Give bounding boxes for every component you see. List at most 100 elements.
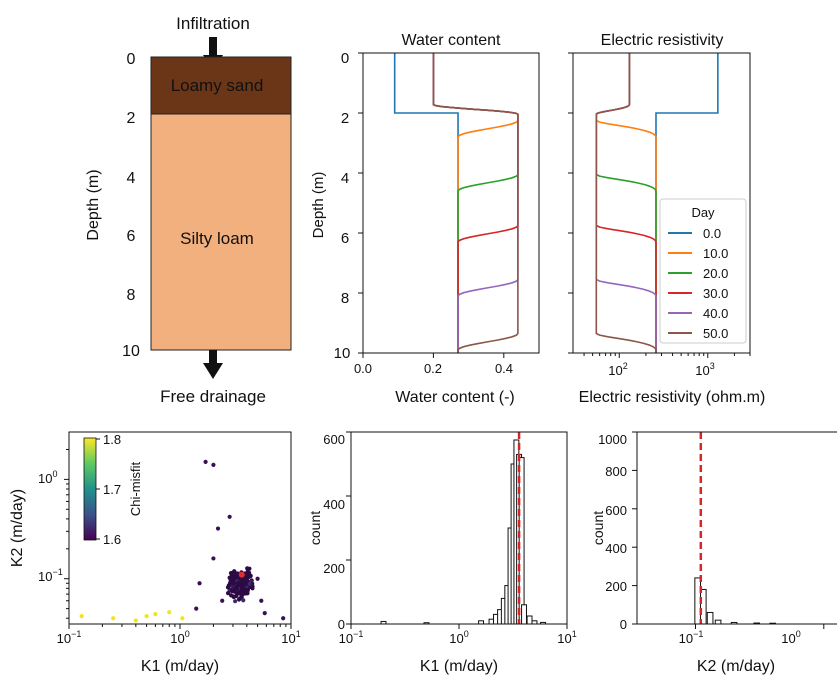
colorbar-tick-label: 1.7 (103, 482, 121, 497)
scatter-yaxis-label: K2 (m/day) (9, 489, 26, 567)
water-content-series-line (432, 53, 519, 353)
water-content-ytick-label: 6 (341, 230, 349, 247)
scatter-point-high-misfit (144, 614, 149, 619)
soil-ytick: 0 (127, 51, 136, 68)
k1-hist-ytick-label: 600 (323, 432, 345, 447)
scatter-point (211, 462, 216, 467)
scatter-point (203, 459, 208, 464)
scatter-xtick-label: 101 (281, 629, 300, 646)
scatter-points (79, 459, 286, 623)
scatter-point (245, 587, 251, 592)
water-content-panel: Water content Depth (m) 0.0 0.2 0.4 0 2 … (310, 32, 540, 406)
k2-hist-xtick-label: 100 (781, 629, 800, 646)
scatter-point (220, 598, 225, 603)
scatter-point (233, 599, 238, 604)
histogram-bar (521, 604, 527, 625)
legend-title: Day (691, 205, 715, 220)
colorbar-ticks (96, 438, 100, 540)
scatter-ytick-label: 100 (38, 469, 57, 486)
scatter-point-high-misfit (133, 618, 138, 623)
scatter-point (247, 566, 252, 571)
k2-hist-xaxis-label: K2 (m/day) (697, 658, 775, 675)
k2-histogram-axes-frame (636, 431, 837, 625)
k1-hist-ytick-label: 0 (338, 617, 345, 632)
water-content-series-line (432, 53, 519, 353)
k2-histogram-bars (694, 577, 777, 625)
legend-label: 0.0 (703, 226, 721, 241)
soil-column-panel: Infiltration Loamy sand Silty loam Free … (85, 14, 292, 406)
scatter-point-high-misfit (111, 616, 116, 621)
k2-histogram-ticks (632, 431, 825, 629)
resistivity-series-line (595, 53, 657, 353)
scatter-point (237, 589, 242, 595)
legend-label: 30.0 (703, 286, 728, 301)
k1-histogram-bars (380, 439, 546, 625)
k1-hist-xtick-label: 100 (449, 629, 468, 646)
water-content-xtick-label: 0.0 (354, 361, 372, 376)
water-content-title: Water content (401, 32, 501, 49)
soil-ytick: 10 (122, 343, 140, 360)
scatter-point-high-misfit (79, 614, 84, 619)
histogram-bar (699, 588, 707, 625)
soil-ytick: 8 (127, 287, 136, 304)
resistivity-series-line (595, 53, 657, 353)
histogram-bar (714, 619, 722, 625)
chi-misfit-colorbar (83, 437, 97, 541)
scatter-point (228, 576, 233, 582)
scatter-point (247, 581, 252, 587)
soil-ytick: 4 (127, 170, 136, 187)
resistivity-xtick-label: 102 (608, 361, 627, 378)
scatter-point (262, 611, 267, 616)
scatter-point (259, 598, 264, 603)
scatter-point-high-misfit (167, 610, 172, 615)
k1-hist-xtick-label: 10−1 (339, 629, 364, 646)
legend-label: 20.0 (703, 266, 728, 281)
water-content-xaxis-label: Water content (-) (395, 389, 514, 406)
soil-ytick: 2 (127, 110, 136, 127)
k1-hist-xaxis-label: K1 (m/day) (420, 658, 498, 675)
scatter-point (225, 591, 231, 596)
water-content-ytick-label: 10 (334, 345, 351, 362)
k2-histogram-panel: 0 200 400 600 800 1000 10−1 100 K2 (m/da… (590, 431, 837, 675)
scatter-point (255, 576, 260, 581)
k1-histogram-panel: 0 200 400 600 10−1 100 101 K1 (m/day) co… (307, 431, 577, 675)
k1-hist-yaxis-label: count (307, 511, 323, 545)
scatter-point (231, 594, 236, 600)
resistivity-series-line (595, 53, 657, 353)
water-content-series-line (432, 53, 519, 353)
legend-label: 40.0 (703, 306, 728, 321)
day-legend: Day 0.0 10.0 20.0 30.0 40.0 50.0 (659, 198, 747, 344)
k1-histogram-axes-frame (350, 431, 568, 625)
k1-k2-scatter-panel: 1.8 1.7 1.6 Chi-misfit 10−1 100 101 10−1… (9, 431, 301, 675)
water-content-curves (393, 53, 519, 353)
resistivity-panel: Electric resistivity 102 103 Electric re… (568, 32, 765, 406)
soil-depth-axis-label: Depth (m) (85, 169, 102, 240)
scatter-point (231, 581, 236, 586)
scatter-point (229, 573, 235, 578)
legend-label: 10.0 (703, 246, 728, 261)
resistivity-series-line (595, 53, 657, 353)
scatter-point (197, 581, 202, 586)
colorbar-label: Chi-misfit (128, 462, 143, 517)
soil-layer-silty-loam (150, 113, 292, 351)
soil-layer-label-silty-loam: Silty loam (180, 229, 254, 248)
histogram-bar (706, 611, 714, 625)
scatter-point (234, 586, 239, 591)
scatter-point (241, 598, 246, 603)
resistivity-xaxis-label: Electric resistivity (ohm.m) (579, 389, 766, 406)
histogram-bar (526, 615, 533, 625)
k1-hist-ytick-label: 400 (323, 497, 345, 512)
k2-hist-ytick-label: 1000 (598, 432, 627, 447)
soil-depth-ticks: 0 2 4 6 8 10 (122, 51, 140, 360)
scatter-point (281, 616, 286, 621)
scatter-point (241, 586, 246, 591)
scatter-xtick-label: 100 (170, 629, 189, 646)
resistivity-series-line (595, 53, 657, 353)
drainage-arrow-icon (203, 350, 223, 379)
water-content-ytick-label: 8 (341, 290, 349, 307)
water-content-ytick-label: 0 (341, 50, 349, 67)
water-content-ticks (358, 52, 505, 358)
k2-hist-ytick-label: 800 (605, 464, 627, 479)
resistivity-ticks (568, 52, 751, 358)
k2-hist-ytick-label: 600 (605, 503, 627, 518)
